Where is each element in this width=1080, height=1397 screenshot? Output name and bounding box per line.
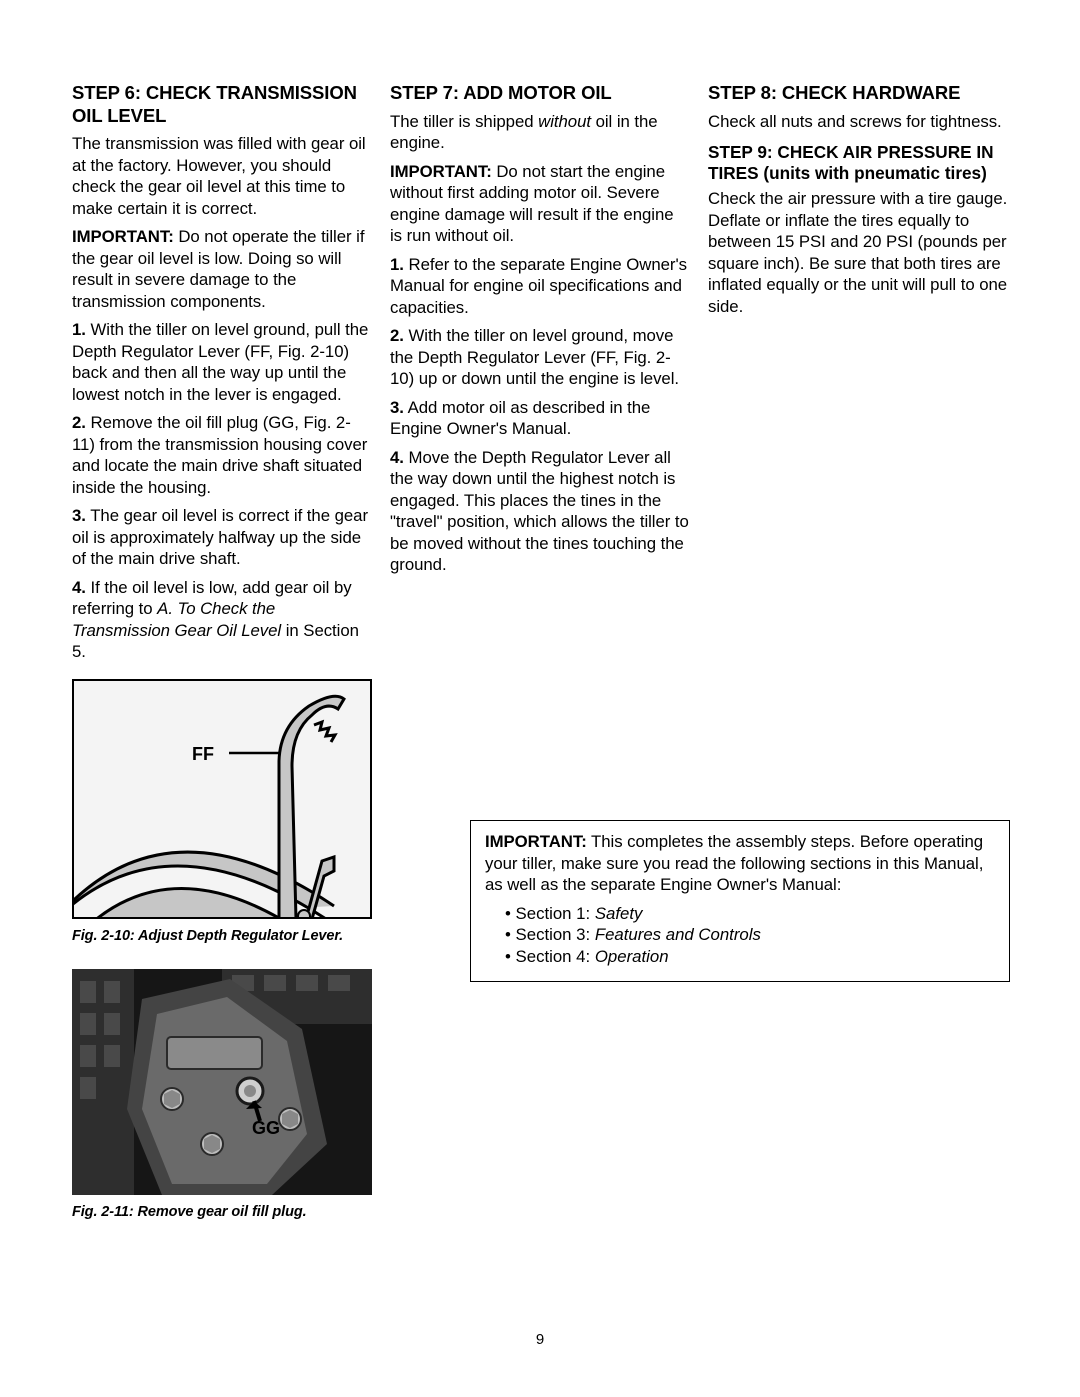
txt: With the tiller on level ground, pull th…: [72, 320, 368, 404]
column-2: STEP 7: ADD MOTOR OIL The tiller is ship…: [390, 82, 690, 1222]
step9-body: Check the air pressure with a tire gauge…: [708, 188, 1008, 317]
figure-2-11-photo: GG: [72, 969, 372, 1195]
column-1: STEP 6: CHECK TRANSMISSION OIL LEVEL The…: [72, 82, 372, 1222]
step7-heading: STEP 7: ADD MOTOR OIL: [390, 82, 690, 105]
num: 4.: [72, 578, 86, 597]
txt: Remove the oil fill plug (GG, Fig. 2-11)…: [72, 413, 367, 497]
txt: With the tiller on level ground, move th…: [390, 326, 679, 388]
step6-intro: The transmission was filled with gear oi…: [72, 133, 372, 219]
step6-important: IMPORTANT: Do not operate the tiller if …: [72, 226, 372, 312]
figure-2-10: FF Fig. 2-10: Adjust Depth Regulator Lev…: [72, 679, 372, 946]
note-li-2: Section 3: Features and Controls: [505, 924, 995, 946]
step7-item4: 4. Move the Depth Regulator Lever all th…: [390, 447, 690, 576]
figure-2-11: GG Fig. 2-11: Remove gear oil fill plug.: [72, 969, 372, 1222]
txt: The gear oil level is correct if the gea…: [72, 506, 368, 568]
three-column-layout: STEP 6: CHECK TRANSMISSION OIL LEVEL The…: [72, 82, 1008, 1222]
figure-2-10-label: FF: [192, 743, 214, 766]
li-b: Features and Controls: [595, 925, 761, 944]
li-a: Section 3:: [516, 925, 595, 944]
txt: Refer to the separate Engine Owner's Man…: [390, 255, 687, 317]
num: 2.: [390, 326, 404, 345]
figure-2-11-caption: Fig. 2-11: Remove gear oil fill plug.: [72, 1203, 372, 1222]
num: 2.: [72, 413, 86, 432]
step6-item3: 3. The gear oil level is correct if the …: [72, 505, 372, 570]
important-label: IMPORTANT:: [72, 227, 174, 246]
figure-2-10-caption: Fig. 2-10: Adjust Depth Regulator Lever.: [72, 927, 372, 946]
important-label: IMPORTANT:: [390, 162, 492, 181]
important-label: IMPORTANT:: [485, 832, 587, 851]
li-a: Section 4:: [516, 947, 595, 966]
num: 1.: [72, 320, 86, 339]
txt-i: without: [538, 112, 591, 131]
li-b: Safety: [595, 904, 643, 923]
figure-2-11-label: GG: [252, 1117, 280, 1140]
page-number: 9: [0, 1330, 1080, 1349]
step9-heading: STEP 9: CHECK AIR PRESSURE IN TIRES (uni…: [708, 142, 1008, 184]
step7-intro: The tiller is shipped without oil in the…: [390, 111, 690, 154]
txt: Add motor oil as described in the Engine…: [390, 398, 650, 439]
step7-item3: 3. Add motor oil as described in the Eng…: [390, 397, 690, 440]
txt: Move the Depth Regulator Lever all the w…: [390, 448, 689, 575]
note-li-3: Section 4: Operation: [505, 946, 995, 968]
column-3: STEP 8: CHECK HARDWARE Check all nuts an…: [708, 82, 1008, 1222]
step8-heading: STEP 8: CHECK HARDWARE: [708, 82, 1008, 105]
step6-item2: 2. Remove the oil fill plug (GG, Fig. 2-…: [72, 412, 372, 498]
num: 1.: [390, 255, 404, 274]
important-note-box: IMPORTANT: This completes the assembly s…: [470, 820, 1010, 982]
txt-a: The tiller is shipped: [390, 112, 538, 131]
step8-body: Check all nuts and screws for tightness.: [708, 111, 1008, 133]
figure-2-10-diagram: FF: [72, 679, 372, 919]
num: 4.: [390, 448, 404, 467]
note-li-1: Section 1: Safety: [505, 903, 995, 925]
step7-item1: 1. Refer to the separate Engine Owner's …: [390, 254, 690, 319]
step6-item1: 1. With the tiller on level ground, pull…: [72, 319, 372, 405]
li-a: Section 1:: [516, 904, 595, 923]
li-b: Operation: [595, 947, 669, 966]
note-list: Section 1: Safety Section 3: Features an…: [485, 903, 995, 968]
step7-item2: 2. With the tiller on level ground, move…: [390, 325, 690, 390]
step6-item4: 4. If the oil level is low, add gear oil…: [72, 577, 372, 663]
num: 3.: [72, 506, 86, 525]
step6-heading: STEP 6: CHECK TRANSMISSION OIL LEVEL: [72, 82, 372, 127]
step7-important: IMPORTANT: Do not start the engine witho…: [390, 161, 690, 247]
note-body: IMPORTANT: This completes the assembly s…: [485, 831, 995, 896]
num: 3.: [390, 398, 404, 417]
